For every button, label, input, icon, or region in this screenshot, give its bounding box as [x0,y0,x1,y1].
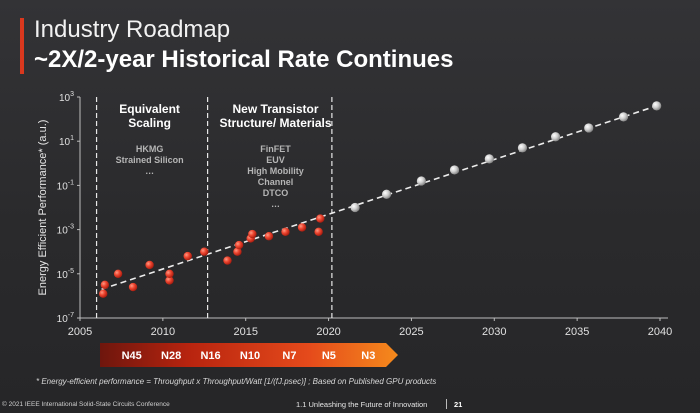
projected-data-point [618,112,629,122]
historical-data-point [200,247,209,256]
projected-data-point [551,132,561,142]
historical-data-point [248,229,257,239]
historical-data-point [234,240,244,250]
process-node-label: N16 [200,350,220,362]
slide-subtitle: ~2X/2-year Historical Rate Continues [34,46,454,73]
historical-data-point [233,247,242,256]
historical-data-point [314,227,323,237]
y-tick-label: 10-5 [57,268,74,281]
historical-data-point [316,214,325,223]
y-tick-label: 103 [59,91,74,104]
region-heading: Structure/ Materials [220,116,332,130]
x-tick-label: 2040 [648,326,672,338]
footer-divider [446,399,447,409]
projected-data-point [381,189,392,199]
historical-data-point [145,260,154,270]
region-heading: Scaling [128,116,171,130]
y-tick-label: 10-7 [57,312,74,325]
historical-data-point [165,276,174,285]
historical-data-point [281,227,290,237]
footer-copyright: © 2021 IEEE International Solid-State Ci… [2,401,170,408]
y-tick-label: 10-3 [57,224,74,237]
x-tick-label: 2010 [151,326,175,338]
region-item: Channel [258,177,294,187]
footnote: * Energy-efficient performance = Through… [36,377,437,386]
historical-data-point [165,269,174,278]
x-tick-label: 2020 [316,326,340,338]
projected-data-point [350,202,360,213]
historical-data-point [223,256,232,265]
y-tick-label: 10-1 [57,179,74,192]
historical-data-point [113,269,123,278]
region-item: EUV [266,155,285,165]
region-item: FinFET [260,144,291,154]
process-node-label: N7 [282,350,296,362]
region-item: … [271,199,280,209]
x-tick-label: 2015 [233,326,257,338]
historical-data-point [183,251,192,261]
region-heading: New Transistor [233,102,319,116]
x-tick-label: 2025 [399,326,423,338]
process-node-label: N45 [122,350,142,362]
x-tick-label: 2035 [565,326,589,338]
projected-data-point [416,176,426,186]
x-tick-label: 2005 [68,326,92,338]
page-number: 21 [454,400,463,409]
region-item: DTCO [263,188,289,198]
y-axis-label: Energy Efficient Performance* (a.u.) [37,120,49,296]
process-node-label: N28 [161,350,181,362]
region-item: … [145,166,154,176]
projected-data-point [584,123,594,133]
projected-data-point [517,143,528,153]
projected-data-point [652,101,662,111]
historical-data-point [128,282,138,292]
historical-data-point [100,280,110,290]
process-node-label: N3 [361,350,375,362]
y-tick-label: 101 [59,135,74,148]
region-item: High Mobility [247,166,304,176]
slide-title: Industry Roadmap [34,16,231,43]
process-node-arrow [100,343,398,367]
x-tick-label: 2030 [482,326,506,338]
region-item: Strained Silicon [116,155,184,165]
historical-data-point [297,223,307,232]
title-accent-bar [20,18,24,74]
historical-data-point [264,232,274,241]
process-node-label: N5 [322,350,336,362]
projected-data-point [449,165,460,175]
region-item: HKMG [136,144,164,154]
trend-line [101,105,657,291]
region-heading: Equivalent [119,102,180,116]
footer-session-title: 1.1 Unleashing the Future of Innovation [296,400,428,409]
projected-data-point [484,154,494,164]
process-node-label: N10 [240,350,260,362]
historical-data-point [99,289,108,298]
